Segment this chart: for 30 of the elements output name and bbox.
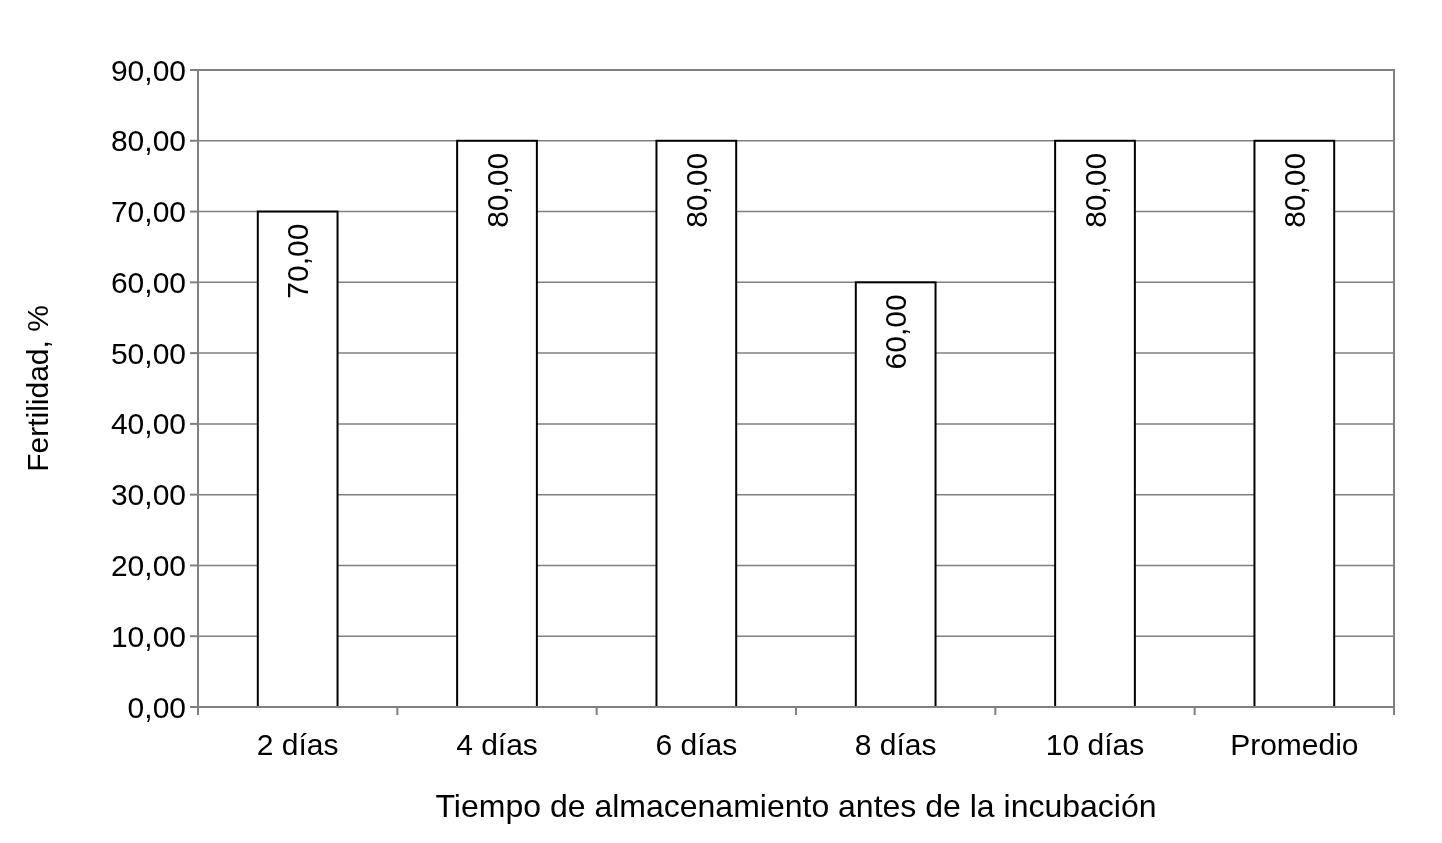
data-label: 70,00 — [281, 223, 315, 299]
x-axis-title: Tiempo de almacenamiento antes de la incubación — [435, 788, 1157, 824]
y-tick-label: 50,00 — [110, 336, 186, 370]
x-tick-label: 8 días — [854, 728, 937, 761]
bar — [256, 210, 339, 708]
x-tick-label: Promedio — [1230, 728, 1359, 761]
y-tick-label: 0,00 — [127, 690, 186, 724]
data-label: 60,00 — [879, 294, 913, 370]
y-tick-label: 30,00 — [110, 478, 186, 512]
y-tick-label: 20,00 — [110, 548, 186, 582]
data-label: 80,00 — [1277, 152, 1311, 228]
data-label: 80,00 — [1078, 152, 1112, 228]
bar — [456, 139, 538, 708]
bar — [655, 139, 738, 708]
bar — [854, 281, 937, 708]
data-label: 80,00 — [679, 152, 713, 228]
y-tick-label: 80,00 — [110, 124, 186, 158]
bar — [1054, 139, 1136, 708]
y-tick-label: 60,00 — [110, 265, 186, 299]
y-tick-label: 90,00 — [110, 53, 186, 87]
x-tick-label: 10 días — [1045, 728, 1145, 761]
y-tick-label: 10,00 — [110, 619, 186, 653]
y-tick-label: 70,00 — [110, 195, 186, 229]
data-label: 80,00 — [480, 152, 514, 228]
bar — [1253, 139, 1336, 708]
y-axis-title: Fertilidad, % — [21, 305, 54, 472]
x-tick-label: 6 días — [655, 728, 738, 761]
y-tick-label: 40,00 — [110, 407, 186, 441]
x-tick-label: 2 días — [256, 728, 339, 761]
x-tick-label: 4 días — [456, 728, 538, 761]
